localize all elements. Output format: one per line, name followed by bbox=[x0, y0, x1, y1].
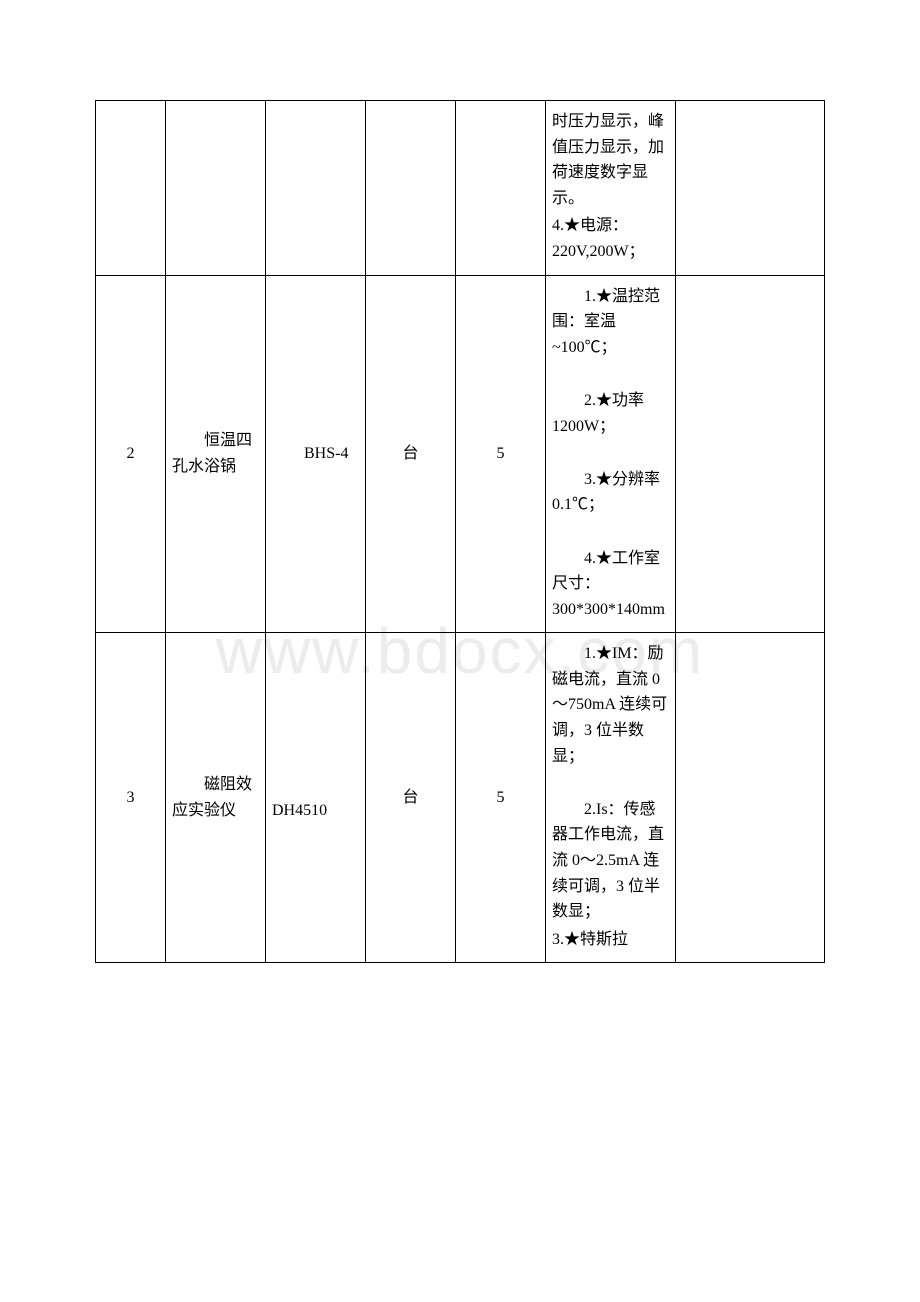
cell-extra bbox=[676, 633, 825, 963]
cell-num: 2 bbox=[96, 275, 166, 633]
cell-spec: 时压力显示，峰值压力显示，加荷速度数字显示。 4.★电源：220V,200W； bbox=[546, 101, 676, 276]
spec-line: 1.★IM：励磁电流，直流 0～750mA 连续可调，3 位半数显； bbox=[552, 641, 669, 769]
cell-spec: 1.★温控范围：室温~100℃； 2.★功率 1200W； 3.★分辨率 0.1… bbox=[546, 275, 676, 633]
spec-line: 3.★分辨率 0.1℃； bbox=[552, 467, 669, 518]
cell-name: 恒温四孔水浴锅 bbox=[166, 275, 266, 633]
spec-table: 时压力显示，峰值压力显示，加荷速度数字显示。 4.★电源：220V,200W； … bbox=[95, 100, 825, 963]
spec-line: 4.★工作室尺寸：300*300*140mm bbox=[552, 546, 669, 623]
cell-name: 磁阻效应实验仪 bbox=[166, 633, 266, 963]
spec-line: 3.★特斯拉 bbox=[552, 927, 669, 953]
cell-unit bbox=[366, 101, 456, 276]
cell-unit: 台 bbox=[366, 633, 456, 963]
cell-num: 3 bbox=[96, 633, 166, 963]
spec-line: 时压力显示，峰值压力显示，加荷速度数字显示。 bbox=[552, 109, 669, 211]
table-row: 时压力显示，峰值压力显示，加荷速度数字显示。 4.★电源：220V,200W； bbox=[96, 101, 825, 276]
cell-spec: 1.★IM：励磁电流，直流 0～750mA 连续可调，3 位半数显； 2.Is：… bbox=[546, 633, 676, 963]
cell-num bbox=[96, 101, 166, 276]
cell-extra bbox=[676, 275, 825, 633]
cell-model bbox=[266, 101, 366, 276]
cell-model: BHS-4 bbox=[266, 275, 366, 633]
spec-line: 2.★功率 1200W； bbox=[552, 388, 669, 439]
spec-line: 4.★电源：220V,200W； bbox=[552, 213, 669, 264]
table-row: 3 磁阻效应实验仪 DH4510 台 5 1.★IM：励磁电流，直流 0～750… bbox=[96, 633, 825, 963]
cell-name bbox=[166, 101, 266, 276]
spec-line: 1.★温控范围：室温~100℃； bbox=[552, 284, 669, 361]
cell-qty: 5 bbox=[456, 275, 546, 633]
cell-extra bbox=[676, 101, 825, 276]
cell-qty: 5 bbox=[456, 633, 546, 963]
cell-model: DH4510 bbox=[266, 633, 366, 963]
cell-qty bbox=[456, 101, 546, 276]
table-row: 2 恒温四孔水浴锅 BHS-4 台 5 1.★温控范围：室温~100℃； 2.★… bbox=[96, 275, 825, 633]
cell-unit: 台 bbox=[366, 275, 456, 633]
spec-line: 2.Is：传感器工作电流，直流 0～2.5mA 连续可调，3 位半数显； bbox=[552, 797, 669, 925]
